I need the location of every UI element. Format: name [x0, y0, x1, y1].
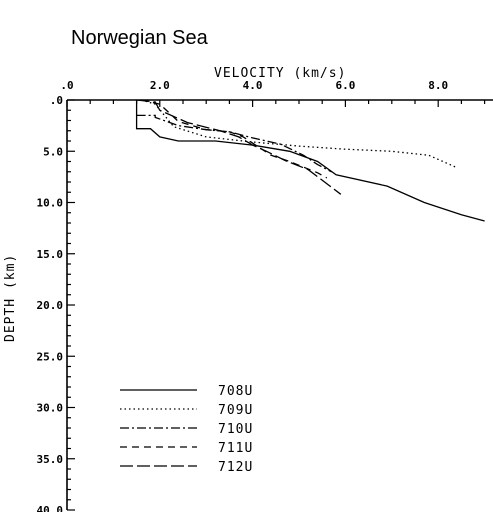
- series-line-708u: [135, 100, 485, 222]
- y-tick-label: 15.0: [37, 248, 64, 261]
- y-tick-label: 5.0: [43, 145, 63, 158]
- y-axis-label: DEPTH (km): [3, 254, 18, 342]
- series-line-709u: [141, 99, 458, 169]
- chart-series: [135, 99, 485, 222]
- x-axis-label: VELOCITY (km/s): [214, 66, 346, 81]
- y-tick-label: 25.0: [37, 350, 64, 363]
- x-tick-label: 2.0: [150, 79, 170, 92]
- legend-label: 709U: [218, 403, 253, 418]
- series-line-712u: [136, 99, 342, 195]
- y-tick-label: 10.0: [37, 197, 64, 210]
- y-tick-label: .0: [50, 94, 63, 107]
- legend-label: 710U: [218, 422, 253, 437]
- chart-legend: 708U 709U 710U 711U 712U: [120, 384, 253, 475]
- chart-title: Norwegian Sea: [71, 27, 209, 49]
- chart-axes: .0 2.0 4.0 6.0 8.0 .0 5.0 10.0 15.0 20.0 25.0 30.0 3…: [37, 79, 493, 512]
- x-tick-label: 4.0: [243, 79, 263, 92]
- y-tick-label: 35.0: [37, 453, 64, 466]
- legend-label: 708U: [218, 384, 253, 399]
- x-tick-label: .0: [60, 79, 73, 92]
- y-tick-label: 20.0: [37, 299, 64, 312]
- y-tick-label: 40.0: [37, 504, 64, 512]
- y-tick-label: 30.0: [37, 402, 64, 415]
- series-line-710u: [136, 114, 332, 173]
- legend-label: 711U: [218, 441, 253, 456]
- legend-label: 712U: [218, 460, 253, 475]
- x-tick-label: 6.0: [335, 79, 355, 92]
- x-tick-label: 8.0: [428, 79, 448, 92]
